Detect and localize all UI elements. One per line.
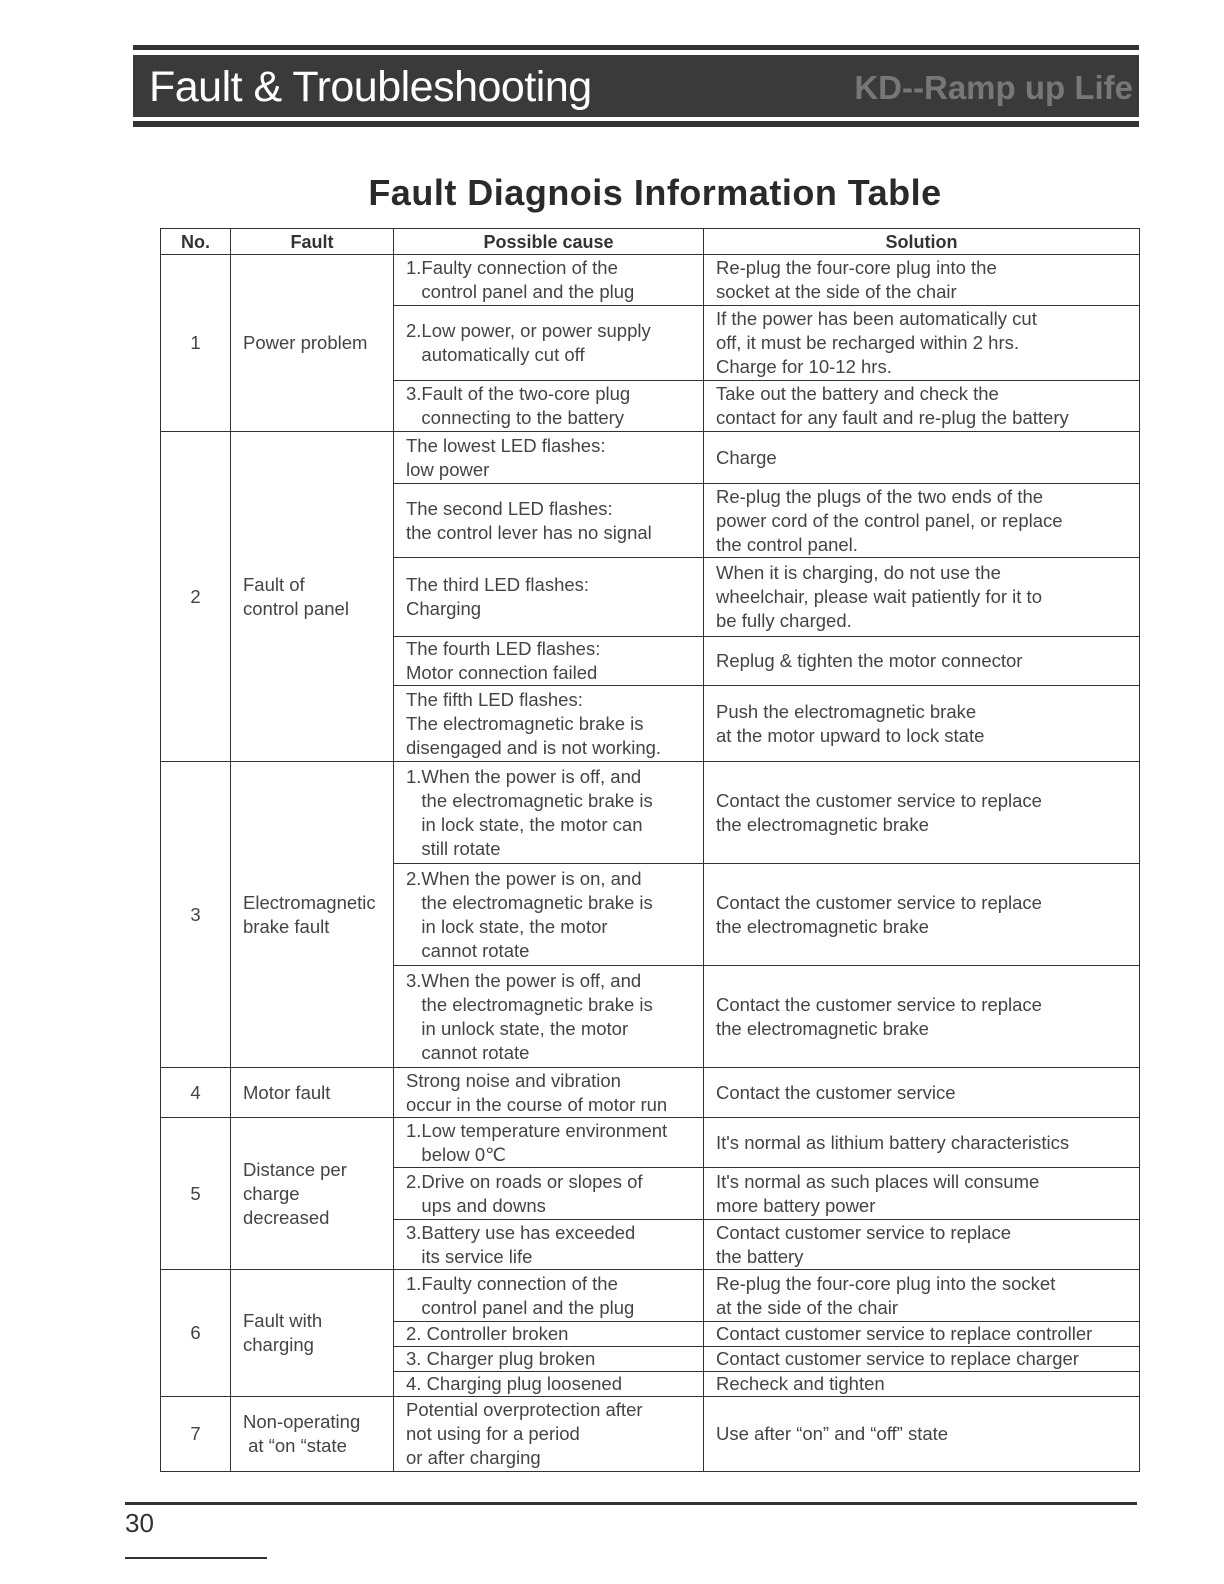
possible-cause: 1.Low temperature environment below 0℃: [393, 1117, 704, 1168]
table-row: 4. Charging plug loosened Recheck and tig…: [161, 1371, 1140, 1397]
header-rule-top: [133, 45, 1139, 50]
header-rule-bottom: [133, 121, 1139, 127]
possible-cause: 1.Faulty connection of the control panel…: [393, 254, 704, 306]
possible-cause: 2. Controller broken: [393, 1321, 704, 1347]
table-heading: Fault Diagnois Information Table: [368, 172, 942, 213]
table-row: 7 Non-operating at “on “state Potential ov…: [160, 1396, 1140, 1472]
possible-cause: 3.When the power is off, and the electro…: [393, 965, 704, 1068]
fault-number: 7: [160, 1396, 231, 1472]
solution: Contact the customer service: [703, 1067, 1140, 1118]
section-title: Fault & Troubleshooting: [149, 63, 592, 111]
column-header-solution: Solution: [703, 228, 1140, 255]
table-row: 3.When the power is off, and the electro…: [161, 965, 1140, 1068]
table-row: The second LED flashes: the control leve…: [161, 483, 1140, 558]
footer-rule: [125, 1502, 1137, 1505]
possible-cause: 2.When the power is on, and the electrom…: [393, 863, 704, 966]
fault-name: Fault of control panel: [230, 431, 394, 762]
fault-number: 2: [160, 431, 231, 762]
fault-number: 5: [160, 1117, 231, 1270]
possible-cause: Strong noise and vibration occur in the …: [393, 1067, 704, 1118]
section-banner: Fault & Troubleshooting KD--Ramp up Life: [133, 55, 1139, 117]
possible-cause: The fifth LED flashes: The electromagnet…: [393, 685, 704, 762]
fault-number: 3: [160, 761, 231, 1068]
table-row: 5 Distance per charge decreased 1.Low temp…: [160, 1117, 1140, 1270]
possible-cause: 1.Faulty connection of the control panel…: [393, 1269, 704, 1322]
table-row: 3. Charger plug broken Contact customer s…: [161, 1346, 1140, 1372]
solution: Contact the customer service to replace …: [703, 761, 1140, 864]
fault-name: Motor fault: [230, 1067, 394, 1118]
solution: Contact customer service to replace cont…: [703, 1321, 1140, 1347]
table-row: The fourth LED flashes: Motor connection…: [161, 636, 1140, 686]
table-row: 2 Fault of control panel The lowest LED fl…: [160, 431, 1140, 762]
solution: Re-plug the plugs of the two ends of the…: [703, 483, 1140, 558]
solution: Contact the customer service to replace …: [703, 863, 1140, 966]
table-row: The fifth LED flashes: The electromagnet…: [161, 685, 1140, 762]
possible-cause: The lowest LED flashes: low power: [393, 431, 704, 484]
footer-mark: [125, 1557, 267, 1559]
brand-logo: KD--Ramp up Life: [854, 69, 1133, 106]
table-row: 3 Electromagnetic brake fault 1.When the p…: [160, 761, 1140, 1068]
fault-name: Fault with charging: [230, 1269, 394, 1397]
solution: It's normal as such places will consume …: [703, 1167, 1140, 1220]
table-row: 4 Motor fault Strong noise and vibration o…: [160, 1067, 1140, 1118]
possible-cause: 3.Battery use has exceeded its service l…: [393, 1219, 704, 1270]
table-row: 3.Battery use has exceeded its service l…: [161, 1219, 1140, 1270]
possible-cause: 1.When the power is off, and the electro…: [393, 761, 704, 864]
page-number: 30: [125, 1508, 154, 1538]
solution: Replug & tighten the motor connector: [703, 636, 1140, 686]
solution: Recheck and tighten: [703, 1371, 1140, 1397]
solution: Push the electromagnetic brake at the mo…: [703, 685, 1140, 762]
column-header-no: No.: [160, 228, 231, 255]
column-header-cause: Possible cause: [393, 228, 704, 255]
possible-cause: The fourth LED flashes: Motor connection…: [393, 636, 704, 686]
fault-number: 4: [160, 1067, 231, 1118]
table-row: 6 Fault with charging 1.Faulty connection …: [160, 1269, 1140, 1397]
fault-number: 6: [160, 1269, 231, 1397]
table-row: 2.Low power, or power supply automatical…: [161, 305, 1140, 381]
possible-cause: 2.Drive on roads or slopes of ups and do…: [393, 1167, 704, 1220]
solution: Contact customer service to replace char…: [703, 1346, 1140, 1372]
possible-cause: The second LED flashes: the control leve…: [393, 483, 704, 558]
table-row: 2. Controller broken Contact customer ser…: [161, 1321, 1140, 1347]
possible-cause: 4. Charging plug loosened: [393, 1371, 704, 1397]
solution: Take out the battery and check the conta…: [703, 380, 1140, 432]
solution: When it is charging, do not use the whee…: [703, 557, 1140, 637]
solution: Use after “on” and “off” state: [703, 1396, 1140, 1472]
solution: Re-plug the four-core plug into the sock…: [703, 254, 1140, 306]
possible-cause: The third LED flashes: Charging: [393, 557, 704, 637]
table-row: The third LED flashes: Charging When it i…: [161, 557, 1140, 637]
fault-name: Power problem: [230, 254, 394, 432]
possible-cause: 3. Charger plug broken: [393, 1346, 704, 1372]
fault-name: Distance per charge decreased: [230, 1117, 394, 1270]
table-row: 1 Power problem 1.Faulty connection of the…: [160, 254, 1140, 432]
fault-name: Non-operating at “on “state: [230, 1396, 394, 1472]
solution: If the power has been automatically cut …: [703, 305, 1140, 381]
fault-table: No. Fault Possible cause Solution 1 Power…: [160, 228, 1140, 1472]
possible-cause: 2.Low power, or power supply automatical…: [393, 305, 704, 381]
possible-cause: Potential overprotection after not using…: [393, 1396, 704, 1472]
solution: It's normal as lithium battery character…: [703, 1117, 1140, 1168]
solution: Re-plug the four-core plug into the sock…: [703, 1269, 1140, 1322]
solution: Contact the customer service to replace …: [703, 965, 1140, 1068]
solution: Contact customer service to replace the …: [703, 1219, 1140, 1270]
possible-cause: 3.Fault of the two-core plug connecting …: [393, 380, 704, 432]
table-header-row: No. Fault Possible cause Solution: [160, 228, 1140, 255]
fault-name: Electromagnetic brake fault: [230, 761, 394, 1068]
fault-number: 1: [160, 254, 231, 432]
column-header-fault: Fault: [230, 228, 394, 255]
solution: Charge: [703, 431, 1140, 484]
table-row: 2.When the power is on, and the electrom…: [161, 863, 1140, 966]
